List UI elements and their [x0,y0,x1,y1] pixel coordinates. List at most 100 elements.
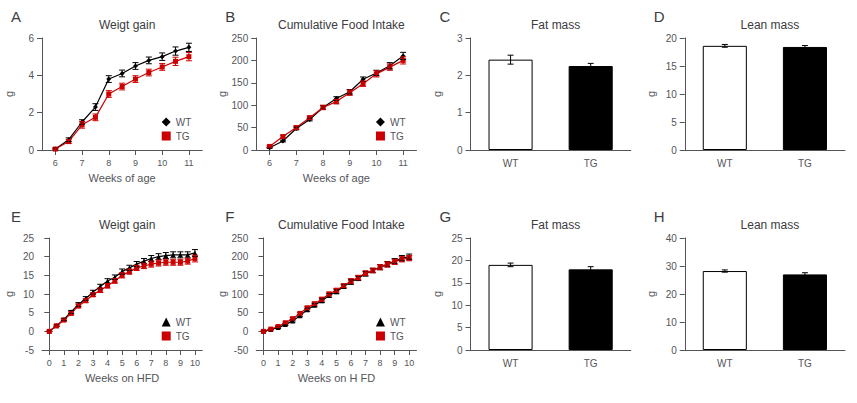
svg-text:A: A [11,8,21,25]
svg-text:g: g [3,91,15,97]
svg-text:Cumulative Food Intake: Cumulative Food Intake [278,218,405,232]
svg-text:0: 0 [28,145,34,156]
svg-text:5: 5 [28,307,34,318]
svg-text:Weeks on H FD: Weeks on H FD [298,372,375,384]
svg-text:TG: TG [390,131,404,142]
svg-text:10: 10 [157,158,167,168]
svg-text:Weeks of age: Weeks of age [303,172,370,184]
svg-text:-50: -50 [234,345,249,356]
svg-text:C: C [440,8,451,25]
svg-text:TG: TG [584,358,598,369]
svg-text:3: 3 [457,33,463,44]
svg-text:250: 250 [232,233,249,244]
svg-text:100: 100 [232,289,249,300]
svg-text:TG: TG [584,158,598,169]
svg-text:g: g [216,291,228,297]
svg-text:5: 5 [671,117,677,128]
svg-text:100: 100 [232,100,249,111]
svg-text:50: 50 [237,122,249,133]
svg-text:10: 10 [23,289,35,300]
svg-text:Cumulative Food Intake: Cumulative Food Intake [278,18,405,32]
svg-text:g: g [645,91,657,97]
svg-text:WT: WT [503,358,519,369]
svg-text:3: 3 [305,358,310,368]
svg-text:8: 8 [106,158,111,168]
svg-text:1: 1 [457,107,463,118]
svg-text:10: 10 [404,358,414,368]
svg-text:6: 6 [53,158,58,168]
svg-text:2: 2 [457,70,463,81]
svg-text:25: 25 [23,233,35,244]
svg-text:7: 7 [294,158,299,168]
svg-text:20: 20 [23,251,35,262]
svg-text:g: g [431,91,443,97]
svg-text:25: 25 [451,233,463,244]
svg-text:g: g [216,91,228,97]
svg-text:15: 15 [451,277,463,288]
svg-text:TG: TG [798,158,812,169]
svg-text:30: 30 [666,261,678,272]
svg-text:Fat mass: Fat mass [531,18,580,32]
svg-text:WT: WT [176,317,192,328]
svg-text:50: 50 [237,307,249,318]
svg-text:0: 0 [243,326,249,337]
svg-text:20: 20 [451,255,463,266]
svg-text:Fat mass: Fat mass [531,218,580,232]
svg-text:9: 9 [133,158,138,168]
svg-text:10: 10 [451,300,463,311]
svg-text:8: 8 [163,358,168,368]
svg-text:11: 11 [184,158,193,168]
svg-text:9: 9 [178,358,183,368]
svg-text:4: 4 [28,70,34,81]
svg-text:Weeks of age: Weeks of age [89,172,156,184]
svg-text:5: 5 [120,358,125,368]
svg-text:WT: WT [390,117,406,128]
svg-text:2: 2 [290,358,295,368]
svg-text:15: 15 [23,270,35,281]
svg-text:8: 8 [321,158,326,168]
svg-text:7: 7 [149,358,154,368]
svg-text:WT: WT [390,317,406,328]
svg-text:E: E [11,208,21,225]
svg-text:6: 6 [267,158,272,168]
svg-text:5: 5 [457,322,463,333]
svg-text:WT: WT [717,158,733,169]
svg-text:0: 0 [671,345,677,356]
svg-text:g: g [645,291,657,297]
svg-text:15: 15 [666,61,678,72]
svg-text:250: 250 [232,33,249,44]
svg-text:0: 0 [457,145,463,156]
svg-text:H: H [654,208,665,225]
svg-text:TG: TG [176,331,190,342]
svg-text:Lean mass: Lean mass [741,18,800,32]
svg-text:150: 150 [232,77,249,88]
svg-text:0: 0 [457,345,463,356]
svg-text:Lean mass: Lean mass [741,218,800,232]
svg-text:10: 10 [371,158,381,168]
svg-text:1: 1 [61,358,66,368]
svg-text:10: 10 [190,358,200,368]
svg-text:40: 40 [666,233,678,244]
svg-text:6: 6 [134,358,139,368]
svg-text:0: 0 [28,326,34,337]
svg-text:9: 9 [392,358,397,368]
svg-text:6: 6 [28,33,34,44]
svg-text:200: 200 [232,55,249,66]
svg-text:0: 0 [47,358,52,368]
svg-text:11: 11 [398,158,407,168]
svg-text:10: 10 [666,89,678,100]
svg-text:g: g [3,291,15,297]
svg-text:Weeks on HFD: Weeks on HFD [85,372,159,384]
svg-text:9: 9 [347,158,352,168]
svg-text:WT: WT [503,158,519,169]
svg-text:20: 20 [666,289,678,300]
svg-text:0: 0 [671,145,677,156]
svg-text:Weigt gain: Weigt gain [99,218,155,232]
svg-text:0: 0 [261,358,266,368]
svg-text:7: 7 [363,358,368,368]
svg-text:TG: TG [798,358,812,369]
svg-text:WT: WT [717,358,733,369]
svg-text:D: D [654,8,665,25]
svg-text:G: G [440,208,452,225]
svg-text:8: 8 [378,358,383,368]
